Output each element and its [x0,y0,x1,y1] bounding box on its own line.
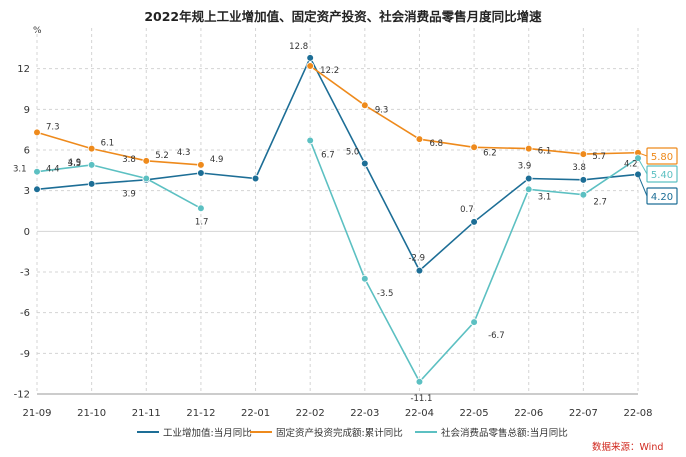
data-label: -2.9 [408,254,425,264]
data-label: 4.4 [46,165,60,175]
x-tick-label: 21-12 [186,408,215,419]
data-label: 3.9 [122,189,136,199]
data-point [361,101,369,110]
data-label: 3.9 [518,161,532,171]
y-tick-label: 12 [17,64,30,75]
data-point [306,54,314,62]
data-label: 5.2 [155,151,169,161]
data-point [197,161,205,169]
data-label: 0.7 [460,205,474,215]
end-callout-leader [637,157,648,175]
x-tick-label: 22-03 [350,408,379,419]
end-value-box [646,147,678,165]
data-point [33,167,41,176]
data-point [197,204,205,213]
x-tick-label: 22-05 [460,408,489,419]
data-point [524,174,533,183]
x-tick-label: 22-06 [514,408,543,419]
x-tick-label: 22-01 [241,408,270,419]
data-source: 数据来源：Wind [592,442,664,453]
data-label: 7.3 [46,122,60,132]
y-tick-label: 6 [24,146,30,157]
data-point [470,143,478,152]
x-tick-label: 21-09 [22,408,51,419]
data-point [87,180,96,188]
legend-label: 固定资产投资完成额:累计同比 [276,427,403,439]
end-value-label: 4.20 [651,192,673,203]
series-line [36,140,639,384]
series-line [36,55,639,272]
data-point [87,144,96,153]
data-point [415,266,424,275]
data-point [415,135,424,143]
y-tick-label: 9 [24,105,30,116]
chart-title: 2022年规上工业增加值、固定资产投资、社会消费品零售月度同比增速 [144,9,542,24]
legend-label: 工业增加值:当月同比 [163,427,252,439]
y-tick-label: 3 [24,186,30,197]
end-value-label: 5.40 [651,170,673,181]
data-point [579,150,588,158]
legend-label: 社会消费品零售总额:当月同比 [441,427,568,439]
x-tick-label: 21-11 [132,408,161,419]
y-tick-label: -12 [14,390,30,401]
data-point [306,62,314,70]
data-point [361,274,369,283]
data-label: 3.5 [68,159,82,169]
data-label: 6.1 [101,139,115,149]
data-label: 9.3 [375,105,389,115]
data-label: 4.9 [210,155,224,165]
end-callout-leader [637,152,648,157]
data-point [142,174,151,183]
end-value-box [646,187,678,205]
data-label: 3.1 [538,192,552,202]
data-label: 5.0 [346,148,360,158]
data-label: -3.5 [377,289,394,299]
data-label: 6.7 [321,151,335,161]
data-point [251,174,260,183]
data-label: 4.3 [177,148,191,158]
data-label: 5.7 [592,152,606,162]
data-label: 3.1 [13,164,27,174]
x-tick-label: 22-08 [623,408,652,419]
x-tick-label: 22-02 [296,408,325,419]
data-label: 12.8 [289,42,308,52]
y-tick-label: -3 [20,268,30,279]
data-label: 6.1 [538,147,552,157]
data-point [361,159,369,168]
y-tick-label: 0 [24,227,30,238]
data-point [415,377,424,386]
x-tick-label: 21-10 [77,408,106,419]
data-point [524,144,533,153]
data-label: 1.7 [195,217,209,227]
data-label: -11.1 [410,394,432,404]
data-point [470,218,478,226]
data-point [579,190,588,199]
end-callout-leader [637,174,648,197]
data-label: 4.9 [68,158,82,168]
y-tick-label: -6 [20,308,30,319]
data-point [579,176,588,184]
x-tick-label: 22-07 [569,408,598,419]
data-label: 3.8 [572,163,586,173]
end-value-label: 5.80 [651,152,673,163]
data-point [87,161,96,169]
data-point [142,157,151,165]
x-tick-label: 22-04 [405,408,434,419]
data-point [524,185,533,194]
data-label: 12.2 [320,66,339,76]
data-point [197,169,205,177]
data-label: 4.2 [624,159,638,169]
data-point [470,318,478,326]
data-label: 2.7 [593,198,607,208]
data-point [306,136,314,145]
data-point [33,185,41,194]
data-label: 6.2 [483,148,497,158]
data-label: -6.7 [488,331,505,341]
data-label: 3.8 [122,155,136,165]
y-tick-label: -9 [20,349,30,360]
data-label: 6.8 [429,139,443,149]
end-value-box [646,165,678,183]
data-point [33,128,41,137]
